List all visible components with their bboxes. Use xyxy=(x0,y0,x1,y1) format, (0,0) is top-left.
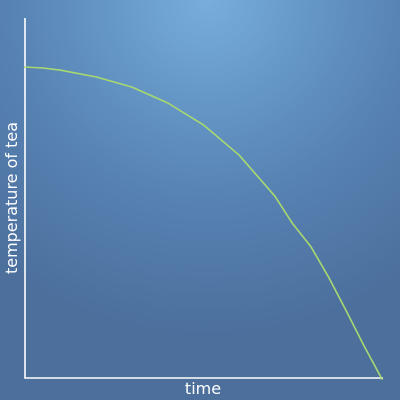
axes xyxy=(24,18,383,379)
x-axis-label: time xyxy=(185,379,221,398)
y-axis-label: temperature of tea xyxy=(2,122,21,274)
series-line-0 xyxy=(24,66,383,380)
